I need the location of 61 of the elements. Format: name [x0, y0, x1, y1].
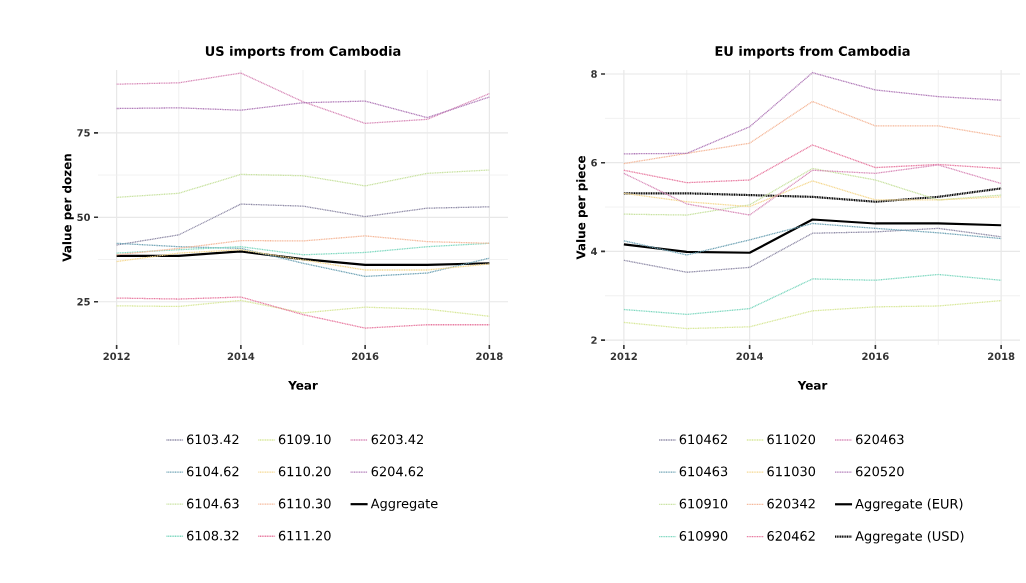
- y-tick-label: 25: [77, 297, 90, 306]
- x-tick-label: 2018: [988, 352, 1015, 361]
- line-series: [115, 169, 491, 199]
- line-series: [623, 144, 1002, 184]
- x-tick-label: 2012: [103, 352, 130, 361]
- legend-label: 6109.10: [278, 434, 331, 445]
- legend-label: 6104.62: [187, 466, 239, 477]
- x-tick-label: 2018: [476, 352, 503, 361]
- x-axis-title: Year: [288, 380, 318, 390]
- legend-label: 610990: [679, 531, 728, 541]
- legend-label: 6104.63: [187, 498, 239, 509]
- x-axis-title: Year: [797, 380, 828, 390]
- chart-title: US imports from Cambodia: [205, 45, 401, 59]
- line-series: [623, 299, 1002, 330]
- x-tick-label: 2014: [736, 352, 764, 361]
- legend-label: 620342: [767, 498, 815, 509]
- line-series: [115, 72, 491, 125]
- y-tick-label: 2: [591, 336, 597, 344]
- line-series: [115, 96, 491, 119]
- chart-title: EU imports from Cambodia: [715, 45, 910, 59]
- legend-label: 6103.42: [187, 434, 239, 445]
- x-tick-label: 2012: [610, 352, 637, 361]
- legend-label: 6203.42: [371, 434, 423, 445]
- line-series: [115, 296, 491, 329]
- y-axis-title: Value per piece: [576, 155, 588, 260]
- line-series: [623, 180, 1002, 208]
- x-tick-label: 2016: [862, 352, 889, 361]
- legend-label: 620520: [856, 466, 904, 477]
- legend-label: Aggregate (USD): [855, 530, 964, 544]
- line-series: [115, 203, 491, 246]
- legend-label: 6111.20: [278, 530, 331, 541]
- line-series: [115, 299, 491, 317]
- y-tick-label: 75: [77, 129, 90, 137]
- legend-label: 620463: [856, 434, 904, 445]
- line-series: [623, 227, 1002, 273]
- y-tick-label: 6: [591, 158, 597, 167]
- legend-label: Aggregate (EUR): [855, 498, 963, 512]
- legend-label: 620462: [767, 531, 815, 541]
- x-tick-label: 2016: [352, 352, 379, 361]
- legend-label: 6204.62: [371, 466, 423, 477]
- y-tick-label: 4: [591, 247, 598, 256]
- line-series: [115, 242, 491, 256]
- line-series: [623, 72, 1002, 155]
- legend-label: 610463: [679, 466, 728, 477]
- legend-label: 611030: [767, 466, 816, 477]
- line-series: [623, 273, 1002, 316]
- legend-label: 6110.30: [278, 498, 331, 509]
- line-series: [115, 235, 491, 256]
- y-tick-label: 8: [591, 70, 597, 78]
- legend-label: Aggregate: [370, 498, 438, 511]
- line-series: [623, 100, 1002, 165]
- y-tick-label: 50: [77, 213, 91, 222]
- legend-label: 6108.32: [187, 530, 239, 541]
- line-series: [115, 242, 491, 278]
- legend-label: 610910: [679, 498, 728, 509]
- x-tick-label: 2014: [227, 352, 255, 361]
- legend-label: 610462: [679, 434, 727, 445]
- legend-label: 6110.20: [278, 466, 331, 477]
- y-axis-title: Value per dozen: [62, 154, 74, 262]
- legend-label: 611020: [767, 434, 816, 445]
- line-series: [622, 187, 1003, 203]
